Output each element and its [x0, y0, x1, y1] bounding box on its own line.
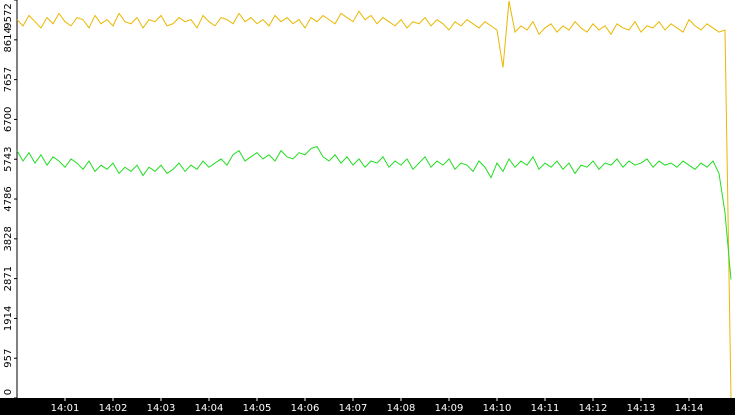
x-tick-label: 14:05 [243, 403, 272, 414]
data-line [16, 0, 732, 399]
x-tick-label: 14:14 [675, 403, 704, 414]
x-tick-label: 14:10 [483, 403, 512, 414]
x-tick-label: 14:12 [579, 403, 608, 414]
x-tick-label: 14:07 [339, 403, 368, 414]
y-tick-label: 6700 [3, 107, 14, 132]
data-line [16, 145, 732, 280]
y-tick-label: 8614 [3, 27, 14, 52]
y-tick-label: 957 [3, 349, 14, 368]
x-tick-label: 14:08 [387, 403, 416, 414]
x-tick-label: 14:03 [147, 403, 176, 414]
y-tick-label: 0 [3, 389, 14, 395]
x-tick-label: 14:02 [99, 403, 128, 414]
y-tick-label: 9572 [3, 3, 14, 28]
x-tick-label: 14:13 [627, 403, 656, 414]
x-tick-label: 14:01 [51, 403, 80, 414]
x-tick-label: 14:09 [435, 403, 464, 414]
x-tick-label: 14:11 [531, 403, 560, 414]
y-tick-label: 5743 [3, 146, 14, 171]
y-tick-label: 3828 [3, 226, 14, 251]
x-axis-band [0, 398, 735, 415]
y-tick-label: 2871 [3, 266, 14, 291]
y-tick-label: 1914 [3, 306, 14, 331]
y-tick-label: 7657 [3, 67, 14, 92]
x-tick-label: 14:04 [195, 403, 224, 414]
y-tick-label: 4786 [3, 186, 14, 211]
x-tick-label: 14:06 [291, 403, 320, 414]
